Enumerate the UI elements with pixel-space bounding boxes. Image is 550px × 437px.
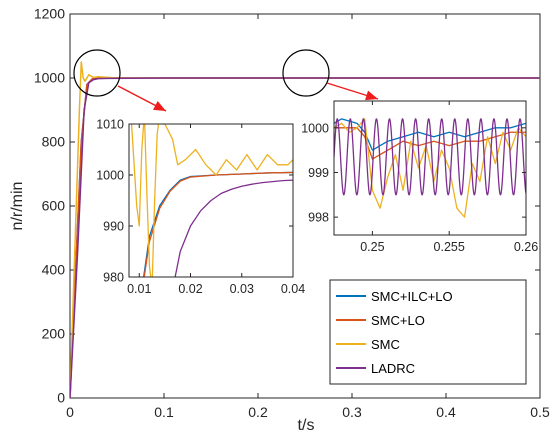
inset-right-ytick-label: 999 xyxy=(308,166,329,180)
main-ytick-label: 1200 xyxy=(34,6,65,22)
series-line-smc xyxy=(130,124,293,277)
legend-label: LADRC xyxy=(371,361,415,376)
zoom-arrow-right-head xyxy=(365,90,378,101)
series-line-ladrc xyxy=(334,118,526,196)
inset-left-ytick-label: 1010 xyxy=(96,118,124,132)
inset-right-xtick-label: 0.25 xyxy=(360,240,384,254)
legend-label: SMC+LO xyxy=(371,313,425,328)
inset-left-ytick-label: 990 xyxy=(103,220,124,234)
inset-right-ytick-label: 998 xyxy=(308,211,329,225)
legend-item: LADRC xyxy=(336,361,415,376)
series-line-ladrc xyxy=(70,77,540,398)
x-axis-label: t/s xyxy=(298,417,315,434)
inset-right-ytick-label: 1000 xyxy=(301,121,329,135)
zoom-circle-right xyxy=(282,49,330,97)
inset-right-xtick-label: 0.26 xyxy=(514,240,538,254)
legend-item: SMC+LO xyxy=(336,313,425,328)
main-ytick-label: 200 xyxy=(42,326,66,342)
main-series-group xyxy=(70,61,540,398)
main-ytick-label: 400 xyxy=(42,262,66,278)
zoom-circle-left xyxy=(73,49,121,97)
main-xtick-label: 0.4 xyxy=(436,404,456,420)
inset-left-ytick-label: 1000 xyxy=(96,169,124,183)
inset-left-frame xyxy=(128,123,294,278)
y-axis-label: n/r/min xyxy=(9,182,26,231)
series-line-smc-ilc-lo xyxy=(334,118,526,151)
legend-label: SMC xyxy=(371,337,400,352)
series-line-smc-lo xyxy=(143,171,293,277)
main-ytick-label: 600 xyxy=(42,198,66,214)
zoom-arrow-left xyxy=(117,85,167,112)
legend-label: SMC+ILC+LO xyxy=(371,289,453,304)
inset-right-axes: 0.25 0.255 0.26 998 999 1000 xyxy=(301,100,538,254)
zoom-markers xyxy=(73,49,379,112)
series-line-ladrc xyxy=(174,179,293,277)
inset-left-xtick-label: 0.02 xyxy=(178,282,202,296)
main-xtick-label: 0.1 xyxy=(154,404,174,420)
main-ytick-label: 800 xyxy=(42,134,66,150)
inset-left-xtick-label: 0.03 xyxy=(230,282,254,296)
series-line-smc xyxy=(334,118,526,218)
inset-left-axes: 0.01 0.02 0.03 0.04 980 990 1000 1010 xyxy=(96,118,305,297)
inset-right-frame xyxy=(333,100,527,236)
inset-right-xtick-label: 0.255 xyxy=(434,240,465,254)
legend-item: SMC+ILC+LO xyxy=(336,289,453,304)
main-xtick-label: 0 xyxy=(66,404,74,420)
inset-left-ytick-label: 980 xyxy=(103,271,124,285)
main-xtick-label: 0.3 xyxy=(342,404,362,420)
inset-left-xtick-label: 0.01 xyxy=(127,282,151,296)
legend: SMC+ILC+LO SMC+LO SMC LADRC xyxy=(329,279,527,385)
legend-item: SMC xyxy=(336,337,400,352)
main-xtick-label: 0.5 xyxy=(530,404,550,420)
inset-left-series-group xyxy=(130,124,293,277)
main-ytick-label: 1000 xyxy=(34,70,65,86)
zoom-arrow-right xyxy=(326,82,379,101)
main-axes: 0 0.1 0.2 0.3 0.4 0.5 0 200 400 600 800 1000 1200 xyxy=(34,6,550,421)
legend-box xyxy=(329,279,527,385)
inset-right-series-group xyxy=(334,118,526,218)
zoom-arrow-left-head xyxy=(153,101,166,111)
main-xtick-label: 0.2 xyxy=(248,404,268,420)
inset-left-xtick-label: 0.04 xyxy=(281,282,305,296)
main-ytick-label: 0 xyxy=(57,390,65,406)
